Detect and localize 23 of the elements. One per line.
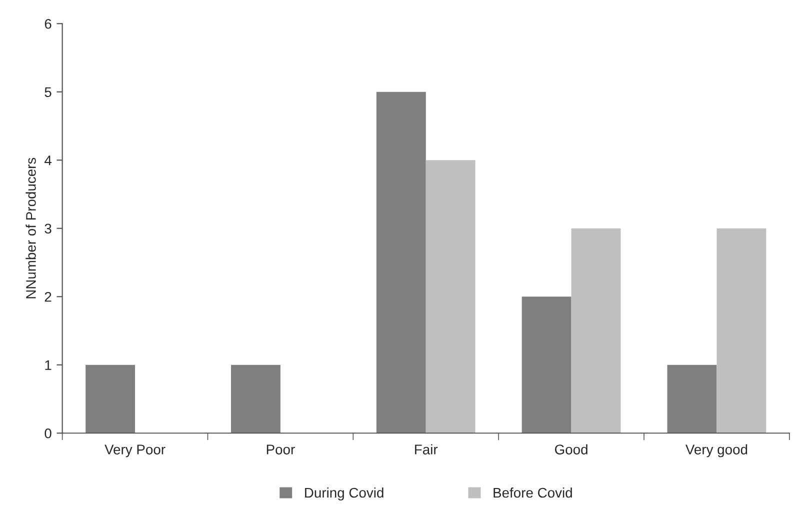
y-tick-label: 0 [44, 428, 52, 438]
y-tick-label: 6 [44, 18, 52, 29]
y-tick-label: 3 [44, 224, 52, 234]
bar [667, 364, 717, 434]
y-tick-label: 4 [44, 156, 52, 166]
legend-label: During Covid [305, 487, 384, 500]
bar [716, 228, 766, 434]
x-tick-label: Very good [685, 444, 748, 458]
y-tick-label: 5 [44, 87, 52, 98]
bar [522, 296, 572, 434]
x-tick-label: Poor [266, 444, 295, 454]
x-tick-label: Very Poor [104, 444, 166, 458]
y-axis-title: NNumber of Producers [26, 158, 36, 298]
bar [426, 160, 476, 434]
bar [231, 364, 280, 434]
bar [376, 92, 426, 434]
y-tick-label: 1 [45, 360, 52, 370]
x-tick-label: Good [554, 444, 588, 454]
x-tick-label: Fair [415, 444, 438, 454]
legend-label: Before Covid [494, 487, 572, 498]
bar [86, 364, 136, 434]
y-tick-label: 2 [44, 292, 52, 302]
bar [571, 228, 621, 434]
